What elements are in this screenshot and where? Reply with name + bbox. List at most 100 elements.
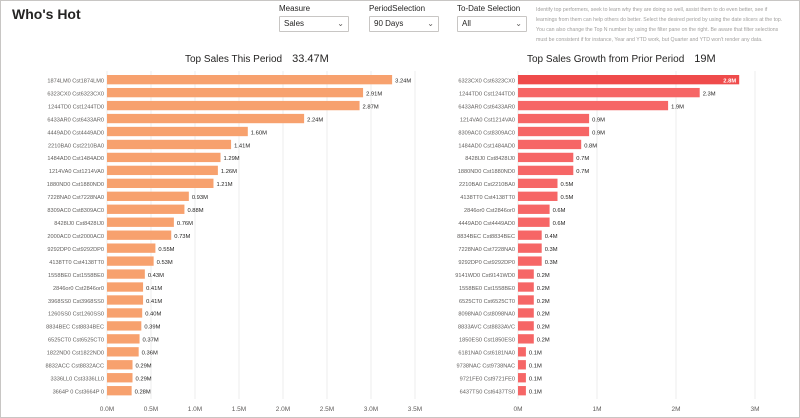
measure-dropdown-value: Sales xyxy=(284,19,305,28)
chart1-bar xyxy=(107,243,156,253)
chart1-data-label: 3.24M xyxy=(395,78,411,84)
chart2-plot: 0M 1M 2M 3M 6323CX0 Cst6323CX0 2.8M 1244TD0 Cs… xyxy=(455,71,760,413)
chart2-data-label: 2.3M xyxy=(703,91,716,97)
chart2-bar xyxy=(518,126,590,137)
chart1-bar xyxy=(107,256,154,266)
chart1-data-label: 0.43M xyxy=(148,273,164,279)
chart1-bar xyxy=(107,269,145,279)
to-date-dropdown[interactable]: All ⌄ xyxy=(457,16,527,32)
chart1-category-label: 8832ACC Cst8832ACC xyxy=(46,364,104,370)
chart1-category-label: 4138TT0 Cst4138TT0 xyxy=(49,260,104,266)
chart1-category-label: 1822ND0 Cst1822ND0 xyxy=(47,351,104,357)
chart1-tick-label: 1.5M xyxy=(232,406,246,413)
chart1-category-label: 8428IJ0 Cst8428IJ0 xyxy=(54,221,104,227)
chart2-category-label: 8309AC0 Cst8309AC0 xyxy=(458,130,515,136)
chart2-category-label: 8833AVC Cst8833AVC xyxy=(458,325,515,331)
chart1-category-label: 1880ND0 Cst1880ND0 xyxy=(47,182,104,188)
chart2-bar xyxy=(518,334,534,344)
measure-dropdown[interactable]: Sales ⌄ xyxy=(279,16,349,32)
chart1-tick-label: 0.5M xyxy=(144,406,158,413)
chart1-category-label: 1260SS0 Cst1260SS0 xyxy=(48,312,104,318)
chart2-data-label: 0.2M xyxy=(537,299,550,305)
chart1-tick-label: 0.0M xyxy=(100,406,114,413)
chart1-bar xyxy=(107,100,360,111)
chart2-tick-label: 1M xyxy=(592,406,601,413)
chart2-data-label: 0.7M xyxy=(576,156,589,162)
chart2-data-label: 1.9M xyxy=(671,104,684,110)
chart1-data-label: 0.28M xyxy=(135,390,151,396)
chart2-category-label: 8428IJ0 Cst8428IJ0 xyxy=(465,156,515,162)
chart1-data-label: 2.87M xyxy=(363,104,379,110)
chart2-bar xyxy=(518,204,550,214)
chart1-data-label: 1.41M xyxy=(234,143,250,149)
chart1-data-label: 1.21M xyxy=(216,182,232,188)
chart2-data-label: 0.9M xyxy=(592,117,605,123)
chart2-data-label: 0.1M xyxy=(529,364,542,370)
chart1-category-label: 6433AR0 Cst6433AR0 xyxy=(47,117,104,123)
chevron-down-icon: ⌄ xyxy=(427,19,434,28)
period-slicer-label: PeriodSelection xyxy=(369,4,426,13)
chart1-plot: 0.0M 0.5M 1.0M 1.5M 2.0M 2.5M 3.0M 3.5M 1874LM0 … xyxy=(46,71,422,413)
chart2-bar xyxy=(518,256,542,266)
chart1-bar xyxy=(107,360,133,370)
chart2-category-label: 9721FE0 Cst9721FE0 xyxy=(460,377,515,383)
chart1-data-label: 0.36M xyxy=(142,351,158,357)
chart2-bar xyxy=(518,295,534,305)
chart1-bar xyxy=(107,139,232,150)
chart2-bar xyxy=(518,191,558,201)
chart2-data-label: 0.8M xyxy=(584,143,597,149)
chart1-data-label: 0.37M xyxy=(143,338,159,344)
chart1-category-label: 3664P 0 Cst3664P 0 xyxy=(53,390,104,396)
chart1-bar xyxy=(107,386,132,396)
chart1-bar xyxy=(107,191,189,201)
chart2-bar xyxy=(518,347,526,357)
chart1-category-label: 6323CX0 Cst6323CX0 xyxy=(47,91,104,97)
chart2-data-label: 0.1M xyxy=(529,390,542,396)
chart1-bar xyxy=(107,75,393,85)
chart1-bar xyxy=(107,165,218,176)
chart2-data-label: 0.3M xyxy=(545,260,558,266)
chart2-data-label: 0.6M xyxy=(553,208,566,214)
chart1-bar xyxy=(107,217,174,227)
chart2-category-label: 6323CX0 Cst6323CX0 xyxy=(458,78,515,84)
chart2-category-label: 7228NA0 Cst7228NA0 xyxy=(458,247,515,253)
chart2-data-label: 0.3M xyxy=(545,247,558,253)
chart2-category-label: 4449AD0 Cst4449AD0 xyxy=(458,221,515,227)
chart1-data-label: 0.93M xyxy=(192,195,208,201)
chart2-data-label: 0.9M xyxy=(592,130,605,136)
chart2-data-label: 0.6M xyxy=(553,221,566,227)
period-dropdown-value: 90 Days xyxy=(374,19,404,28)
chart2-bar xyxy=(518,165,574,176)
chart1-category-label: 2000AC0 Cst2000AC0 xyxy=(47,234,104,240)
chart1-bar xyxy=(107,321,142,331)
period-slicer: PeriodSelection 90 Days ⌄ xyxy=(369,4,439,32)
chart2-category-label: 1484AD0 Cst1484AD0 xyxy=(458,143,515,149)
chart2-category-label: 6181NA0 Cst6181NA0 xyxy=(458,351,515,357)
chart2-data-label: 0.2M xyxy=(537,273,550,279)
chart2-title: Top Sales Growth from Prior Period 19M xyxy=(527,53,716,65)
chart1-category-label: 7228NA0 Cst7228NA0 xyxy=(47,195,104,201)
chevron-down-icon: ⌄ xyxy=(337,19,344,28)
period-dropdown[interactable]: 90 Days ⌄ xyxy=(369,16,439,32)
chart2-category-label: 1244TD0 Cst1244TD0 xyxy=(459,91,515,97)
chart2-category-label: 6525CT0 Cst6525CT0 xyxy=(459,299,515,305)
chart2-tick-label: 3M xyxy=(750,406,759,413)
chart1-data-label: 0.29M xyxy=(136,377,152,383)
chart1-tick-label: 2.5M xyxy=(320,406,334,413)
chart1-bar xyxy=(107,230,172,240)
chart1-category-label: 8309AC0 Cst8309AC0 xyxy=(47,208,104,214)
to-date-dropdown-value: All xyxy=(462,19,471,28)
chart2-bar xyxy=(518,373,526,383)
chart2-data-label: 0.1M xyxy=(529,377,542,383)
chart2-category-label: 2846or0 Cst2846or0 xyxy=(464,208,515,214)
chart1-data-label: 0.29M xyxy=(136,364,152,370)
chart2-category-label: 1558BE0 Cst1558BE0 xyxy=(459,286,515,292)
chart2-tick-label: 0M xyxy=(513,406,522,413)
chart1-data-label: 0.76M xyxy=(177,221,193,227)
chart2-bar xyxy=(518,282,534,292)
chart1-data-label: 0.88M xyxy=(187,208,203,214)
chart2-bar xyxy=(518,178,558,189)
chart1-bar xyxy=(107,204,185,214)
chart1-bar xyxy=(107,152,221,163)
